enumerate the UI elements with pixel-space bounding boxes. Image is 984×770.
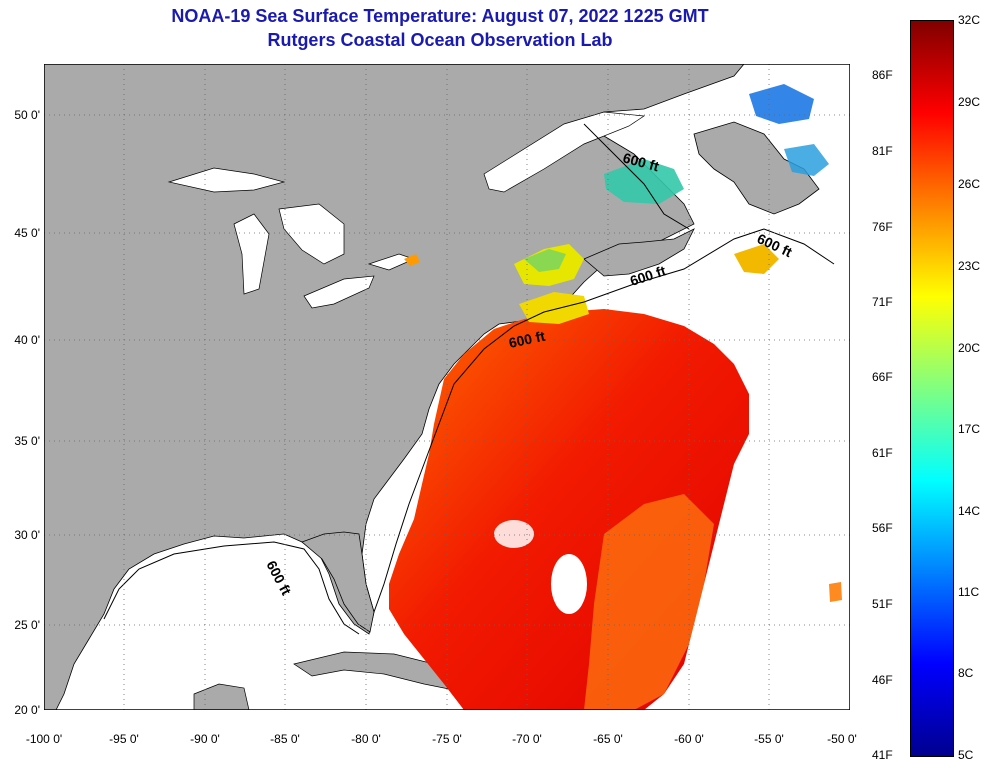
- depth-contours: [103, 123, 835, 635]
- cloud-gap: [551, 554, 587, 614]
- lon-label-75: -75 0': [432, 732, 462, 746]
- map-subtitle: Rutgers Coastal Ocean Observation Lab: [267, 30, 613, 50]
- lat-label-40: 40 0': [14, 333, 40, 347]
- colorbar-f-label: 51F: [872, 597, 893, 611]
- colorbar-c-label: 5C: [958, 748, 974, 762]
- colorbar-c-label: 32C: [958, 13, 981, 27]
- lon-label-65: -65 0': [593, 732, 623, 746]
- map-title: NOAA-19 Sea Surface Temperature: August …: [171, 6, 709, 26]
- colorbar-c-label: 8C: [958, 666, 974, 680]
- colorbar-f-label: 61F: [872, 446, 893, 460]
- lat-label-35: 35 0': [14, 434, 40, 448]
- colorbar-f-label: 41F: [872, 748, 893, 762]
- lat-label-30: 30 0': [14, 528, 40, 542]
- lon-label-70: -70 0': [512, 732, 542, 746]
- newfoundland-land: [693, 121, 820, 215]
- lon-label-90: -90 0': [190, 732, 220, 746]
- sst-shelf-green: [524, 249, 566, 272]
- contour-label: 600 ft: [507, 328, 546, 351]
- lat-label-25: 25 0': [14, 618, 40, 632]
- colorbar-c-label: 17C: [958, 422, 981, 436]
- lon-label-80: -80 0': [351, 732, 381, 746]
- lat-label-20: 20 0': [14, 703, 40, 717]
- colorbar-f-label: 66F: [872, 370, 893, 384]
- lon-label-100: -100 0': [25, 732, 63, 746]
- great-lakes: [167, 167, 415, 309]
- colorbar-f-label: 86F: [872, 68, 893, 82]
- cloud-gap: [494, 520, 534, 548]
- colorbar-f-label: 71F: [872, 295, 893, 309]
- sst-gulf-stlawrence: [604, 159, 684, 204]
- colorbar-c-label: 11C: [958, 585, 980, 599]
- sst-scotian-yellow: [734, 244, 779, 274]
- colorbar-c-label: 29C: [958, 95, 981, 109]
- sst-newfoundland-blue: [784, 144, 829, 176]
- colorbar-c-label: 14C: [958, 504, 981, 518]
- colorbar-f-label: 76F: [872, 220, 893, 234]
- sst-orange-region: [584, 494, 714, 710]
- colorbar-f-label: 81F: [872, 144, 893, 158]
- colorbar-c-label: 23C: [958, 259, 981, 273]
- colorbar-f-label: 46F: [872, 673, 893, 687]
- lat-label-45: 45 0': [14, 226, 40, 240]
- sst-labrador-blue: [749, 84, 814, 124]
- sst-lake-patch: [404, 254, 420, 266]
- colorbar-c-label: 20C: [958, 341, 981, 355]
- lon-label-95: -95 0': [109, 732, 139, 746]
- sst-east-patch: [829, 582, 842, 602]
- colorbar-f-label: 56F: [872, 521, 893, 535]
- st-lawrence-river: [483, 111, 646, 193]
- lon-label-60: -60 0': [674, 732, 704, 746]
- temperature-colorbar: [910, 20, 954, 757]
- lon-label-85: -85 0': [270, 732, 300, 746]
- lon-label-55: -55 0': [754, 732, 784, 746]
- lat-label-50: 50 0': [14, 108, 40, 122]
- lon-label-50: -50 0': [827, 732, 857, 746]
- yucatan-land: [193, 683, 250, 710]
- colorbar-c-label: 26C: [958, 177, 981, 191]
- sst-map: 600 ft 600 ft 600 ft 600 ft 600 ft: [44, 64, 850, 710]
